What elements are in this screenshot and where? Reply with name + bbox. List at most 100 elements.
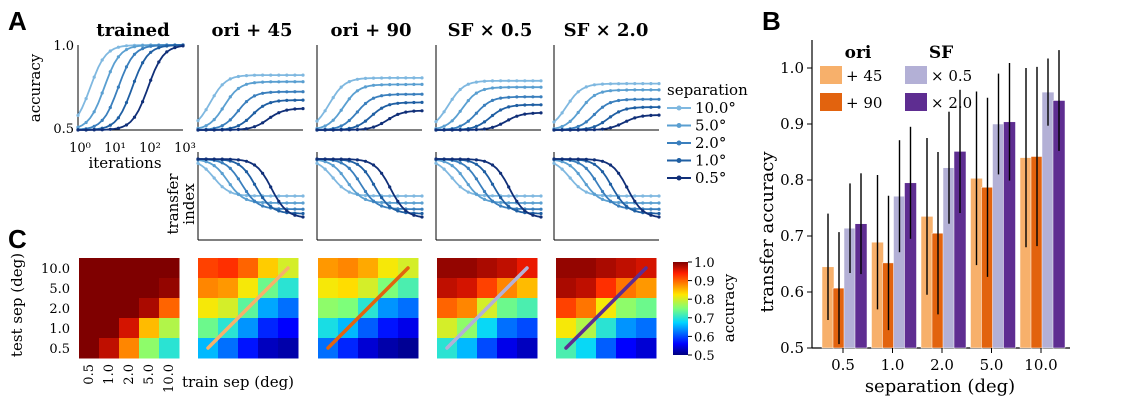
b-ytick-label-1: 0.6 xyxy=(780,283,804,301)
a-top-point-4-3-26 xyxy=(657,105,661,109)
c-cell-0-1-3 xyxy=(139,278,160,299)
a-bot-point-2-0-8 xyxy=(347,190,351,194)
a-bot-point-2-1-8 xyxy=(347,183,351,187)
a-top-point-1-4-18 xyxy=(269,115,273,119)
a-top-point-4-2-24 xyxy=(649,97,653,101)
a-top-point-1-0-14 xyxy=(252,73,257,77)
a-top-point-1-1-4 xyxy=(212,118,216,122)
a-top-point-3-2-24 xyxy=(531,95,535,99)
a-bot-point-4-1-8 xyxy=(584,183,588,187)
c-cell-2-1-4 xyxy=(398,278,419,299)
a-top-point-2-4-22 xyxy=(404,110,408,114)
a-bot-point-2-3-10 xyxy=(355,162,359,166)
c-rowlabel-1: 5.0 xyxy=(49,282,70,297)
a-bot-point-4-1-18 xyxy=(625,201,629,205)
a-bot-point-3-2-24 xyxy=(531,207,535,211)
c-cell-3-4-2 xyxy=(477,338,498,359)
a-top-point-3-1-24 xyxy=(531,85,535,89)
a-bot-point-2-2-16 xyxy=(380,204,384,208)
a-top-point-3-1-20 xyxy=(515,85,519,89)
a-bot-point-4-4-0 xyxy=(552,157,556,161)
a-top-point-1-0-8 xyxy=(228,77,232,81)
a-top-point-4-3-18 xyxy=(625,107,629,111)
a-top-point-3-4-14 xyxy=(490,125,495,129)
a-top-point-2-4-10 xyxy=(355,128,359,132)
c-cell-4-1-4 xyxy=(636,278,657,299)
c-rowlabel-4: 0.5 xyxy=(49,342,70,357)
a-top-point-2-1-24 xyxy=(412,82,416,86)
a-bot-point-2-4-6 xyxy=(339,157,343,161)
a-top-point-2-0-22 xyxy=(404,76,408,80)
a-top-point-1-1-10 xyxy=(236,86,240,91)
a-bot-point-1-0-26 xyxy=(301,194,305,198)
a-top-point-1-0-0 xyxy=(196,119,200,123)
a-top-point-4-4-6 xyxy=(576,128,580,132)
a-top-point-1-3-20 xyxy=(277,99,281,103)
a-top-point-2-0-14 xyxy=(371,76,376,80)
c-collabel-4: 10.0 xyxy=(162,364,177,393)
a-top-line-0-0 xyxy=(77,44,183,116)
a-top-point-2-0-8 xyxy=(347,80,351,84)
c-cell-0-2-2 xyxy=(119,298,140,319)
a-top-point-2-0-0 xyxy=(315,119,319,123)
a-bot-point-4-4-18 xyxy=(625,185,629,189)
c-cell-0-1-1 xyxy=(99,278,120,299)
c-cell-3-2-4 xyxy=(517,298,538,319)
a-bot-point-2-2-10 xyxy=(355,177,359,181)
a-top-point-1-1-2 xyxy=(204,124,208,128)
legend-a-label-0: 10.0° xyxy=(695,99,736,117)
c-cell-4-4-4 xyxy=(636,338,657,359)
c-cell-3-2-3 xyxy=(497,298,518,319)
a-bot-point-3-0-0 xyxy=(434,161,438,165)
a-bot-point-1-4-18 xyxy=(269,185,273,189)
a-top-point-0-1-6 xyxy=(100,91,104,95)
a-top-point-3-0-26 xyxy=(539,79,543,83)
a-top-point-0-4-16 xyxy=(141,100,145,104)
a-top-point-3-0-8 xyxy=(466,82,470,86)
a-top-point-2-4-24 xyxy=(412,109,416,113)
a-top-point-2-2-16 xyxy=(380,94,384,98)
a-top-point-4-3-14 xyxy=(608,115,613,119)
a-bot-point-2-2-14 xyxy=(371,199,376,203)
a-top-point-1-3-18 xyxy=(269,101,273,105)
a-top-point-2-3-24 xyxy=(412,100,416,105)
a-bot-point-2-0-4 xyxy=(331,176,335,180)
col-title-sf20: SF × 2.0 xyxy=(564,20,649,41)
a-top-line-1-1 xyxy=(197,80,303,130)
a-bot-point-1-1-4 xyxy=(212,164,216,168)
c-cell-1-1-0 xyxy=(198,278,219,299)
a-top-point-2-3-22 xyxy=(404,101,408,105)
a-top-point-4-1-8 xyxy=(584,100,588,105)
a-top-point-2-2-8 xyxy=(347,118,351,123)
legend-a-marker-3 xyxy=(676,158,682,163)
a-bot-point-4-3-10 xyxy=(592,162,597,166)
a-top-point-1-1-12 xyxy=(244,82,249,86)
c-cell-0-0-0 xyxy=(79,258,100,279)
c-cell-1-4-2 xyxy=(238,338,259,359)
a-top-point-3-3-20 xyxy=(515,103,519,108)
c-cbtick-label-2: 0.8 xyxy=(694,293,715,308)
a-top-point-2-3-18 xyxy=(388,103,392,107)
a-top-point-1-2-18 xyxy=(269,90,273,94)
a-top-point-1-0-2 xyxy=(204,108,208,112)
a-bot-point-1-1-16 xyxy=(261,200,265,205)
a-top-point-4-2-20 xyxy=(633,97,637,101)
a-bot-point-2-1-12 xyxy=(363,197,368,201)
legend-title-separation: separation xyxy=(667,81,748,99)
c-cbtick-label-0: 1.0 xyxy=(694,256,715,271)
a-bot-point-2-1-16 xyxy=(380,200,384,205)
a-top-point-2-2-18 xyxy=(388,93,392,97)
a-top-point-0-4-4 xyxy=(92,128,96,132)
c-cell-1-1-4 xyxy=(278,278,299,299)
a-xtick-2: 10² xyxy=(139,141,161,156)
a-bot-point-3-4-14 xyxy=(490,163,495,167)
a-top-point-1-2-8 xyxy=(228,118,232,122)
c-cell-2-4-4 xyxy=(398,338,419,359)
a-bot-point-3-3-26 xyxy=(539,211,543,216)
c-cell-2-0-2 xyxy=(358,258,379,279)
a-top-point-0-4-22 xyxy=(165,50,169,54)
a-ylabel-index: index xyxy=(180,183,198,225)
c-cell-3-0-1 xyxy=(457,258,478,279)
a-top-point-4-0-22 xyxy=(641,82,645,86)
a-top-point-4-4-12 xyxy=(600,127,605,131)
